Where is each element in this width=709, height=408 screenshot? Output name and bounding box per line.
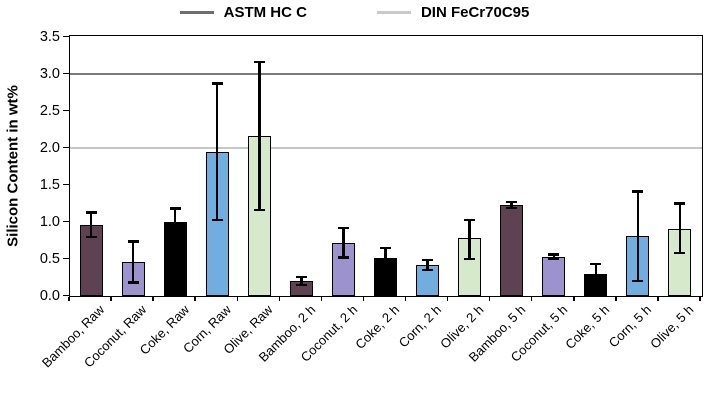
error-bar-Coconut, 2 h (342, 227, 345, 258)
x-axis-tick-2 (152, 297, 154, 301)
error-cap-bottom-Corn, 2 h (422, 268, 434, 272)
y-axis-tick-label-0.5: 0.5 (39, 250, 60, 267)
error-bar-Corn, 2 h (426, 259, 429, 271)
reference-line-2 (70, 147, 702, 149)
y-axis-title: Silicon Content in wt% (4, 85, 22, 247)
y-axis-tick-3.5 (63, 35, 69, 38)
y-axis-tick-label-3.0: 3.0 (39, 65, 60, 82)
y-axis-tick-1.5 (63, 183, 69, 186)
error-cap-top-Coconut, Raw (127, 240, 139, 243)
error-cap-bottom-Corn, Raw (211, 218, 223, 222)
legend: ASTM HC C DIN FeCr70C95 (0, 1, 709, 23)
error-bar-Coke, 2 h (384, 247, 387, 269)
error-bar-Olive, 5 h (678, 203, 682, 254)
error-bar-Olive, 2 h (468, 219, 471, 259)
error-cap-top-Coconut, 5 h (548, 253, 560, 256)
x-axis-tick-11 (530, 297, 533, 301)
x-axis-tick-14 (657, 297, 659, 301)
error-bar-Bamboo, 5 h (510, 202, 513, 208)
error-cap-top-Bamboo, 5 h (506, 200, 518, 204)
error-cap-top-Olive, 2 h (464, 218, 476, 222)
x-axis-tick-7 (362, 297, 365, 301)
y-axis-tick-3.0 (63, 72, 69, 75)
error-cap-bottom-Bamboo, 5 h (506, 206, 518, 210)
error-cap-bottom-Coconut, 2 h (337, 256, 349, 259)
error-cap-bottom-Olive, 5 h (674, 251, 686, 255)
legend-line-din-icon (376, 10, 411, 14)
error-cap-top-Coke, 2 h (380, 246, 391, 250)
y-axis-tick-label-3.5: 3.5 (39, 28, 60, 45)
bar-Bamboo, 5 h (500, 204, 524, 296)
x-axis-tick-4 (236, 297, 239, 301)
y-axis-tick-label-1.5: 1.5 (39, 176, 60, 193)
x-axis-label-Corn, 5 h: Corn, 5 h (606, 302, 655, 351)
bar-Coconut, 5 h (542, 256, 566, 296)
y-axis-tick-2.0 (63, 146, 69, 149)
y-axis-tick-label-1.0: 1.0 (39, 213, 60, 230)
x-axis-label-Olive, 5 h: Olive, 5 h (647, 302, 697, 352)
error-bar-Corn, 5 h (636, 191, 640, 282)
reference-line-3 (70, 73, 702, 75)
error-bar-Bamboo, Raw (89, 212, 93, 237)
error-cap-top-Bamboo, 2 h (295, 275, 307, 279)
x-axis-label-Corn, 2 h: Corn, 2 h (395, 302, 445, 351)
y-axis-tick-label-2.5: 2.5 (39, 102, 60, 119)
x-axis-tick-10 (488, 297, 491, 301)
x-axis-tick-13 (615, 297, 617, 301)
error-cap-bottom-Olive, 2 h (464, 257, 476, 261)
x-axis-label-Coke, 2 h: Coke, 2 h (352, 302, 403, 352)
error-cap-bottom-Olive, Raw (253, 208, 265, 212)
error-cap-top-Coke, Raw (169, 207, 181, 210)
y-axis-tick-0.5 (63, 257, 69, 260)
error-cap-bottom-Coconut, Raw (127, 281, 139, 284)
error-bar-Coconut, 5 h (552, 254, 556, 259)
x-axis-tick-9 (446, 297, 449, 301)
legend-label-astm: ASTM HC C (223, 3, 307, 21)
error-cap-top-Corn, 2 h (422, 258, 434, 261)
error-cap-top-Olive, 5 h (674, 202, 686, 205)
x-axis-label-Coke, 5 h: Coke, 5 h (562, 302, 613, 352)
x-axis-tick-6 (320, 297, 323, 301)
plot-canvas (70, 36, 702, 296)
error-cap-bottom-Corn, 5 h (632, 279, 644, 283)
x-axis-tick-15 (699, 297, 701, 301)
error-cap-bottom-Coconut, 5 h (548, 257, 560, 261)
error-cap-bottom-Coke, 5 h (590, 282, 602, 285)
x-axis-tick-5 (278, 297, 281, 301)
error-bar-Coke, 5 h (594, 264, 598, 284)
y-axis-tick-label-2.0: 2.0 (39, 139, 60, 156)
x-axis-tick-12 (573, 297, 575, 301)
x-axis-tick-0 (68, 297, 70, 301)
error-cap-top-Corn, Raw (211, 82, 223, 85)
error-bar-Coconut, Raw (131, 241, 135, 283)
y-axis-tick-2.5 (63, 109, 69, 112)
error-bar-Bamboo, 2 h (300, 276, 303, 285)
error-cap-bottom-Coke, Raw (169, 234, 181, 237)
error-cap-top-Coke, 5 h (590, 262, 602, 266)
error-bar-Coke, Raw (173, 208, 177, 236)
error-cap-bottom-Coke, 2 h (380, 267, 391, 270)
legend-line-astm-icon (179, 10, 214, 14)
legend-label-din: DIN FeCr70C95 (420, 3, 530, 21)
x-axis-tick-3 (194, 297, 196, 301)
legend-item-din: DIN FeCr70C95 (376, 3, 530, 21)
error-bar-Corn, Raw (215, 83, 219, 220)
x-axis-tick-8 (404, 297, 407, 301)
error-cap-top-Coconut, 2 h (337, 226, 349, 230)
y-axis-tick-1.0 (63, 220, 69, 223)
error-cap-bottom-Bamboo, Raw (85, 235, 97, 239)
legend-item-astm: ASTM HC C (179, 3, 307, 21)
error-cap-top-Olive, Raw (253, 60, 265, 64)
error-bar-Olive, Raw (258, 62, 261, 211)
error-cap-top-Bamboo, Raw (85, 211, 97, 214)
error-cap-top-Corn, 5 h (632, 190, 644, 193)
error-cap-bottom-Bamboo, 2 h (295, 283, 307, 287)
y-axis-tick-label-0.0: 0.0 (39, 287, 60, 304)
x-axis-tick-1 (110, 297, 112, 301)
plot-area (69, 35, 703, 297)
y-axis-tick-0.0 (63, 294, 69, 297)
